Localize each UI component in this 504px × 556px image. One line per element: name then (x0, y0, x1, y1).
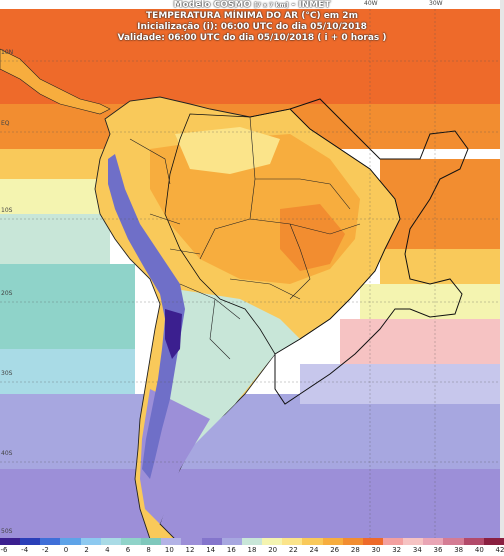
colorbar-tick-label: 32 (392, 546, 402, 554)
band-teal-left (0, 264, 135, 354)
band-right-lav (300, 364, 504, 404)
model-name: Modelo COSMO (173, 0, 251, 10)
band-cream-left (0, 179, 110, 219)
colorbar-tick-label: 0 (63, 546, 69, 554)
interior-hotter (280, 204, 345, 271)
lat-label-10n: 10N (1, 49, 14, 56)
lat-label-50s: 50S (1, 528, 13, 535)
right-border (500, 0, 504, 538)
colorbar-tick-label: 28 (350, 546, 360, 554)
andes-darkest (165, 309, 182, 359)
header-variable: TEMPERATURA MÍNIMA DO AR (°C) em 2m (146, 11, 358, 21)
map-header: Modelo COSMO [7 x 7 km] - INMET TEMPERAT… (0, 0, 504, 50)
model-org: - INMET (291, 0, 331, 10)
colorbar-tick-label: 4 (105, 546, 110, 554)
colorbar-labels: -6 -4 -2 0 2 4 6 8 10 12 14 16 18 20 22 24 26 28 30 32 34 36 3… (0, 546, 504, 556)
colorbar-tick-label: 20 (268, 546, 278, 554)
colorbar-swatch (302, 538, 323, 545)
state-lines (199, 116, 361, 300)
colorbar-swatch (342, 538, 363, 545)
colorbar-tick-label: -2 (41, 546, 49, 554)
colorbar-swatch (161, 538, 182, 545)
colorbar-tick-label: 10 (164, 546, 174, 554)
colorbar-swatch (100, 538, 121, 545)
colorbar-swatch (141, 538, 162, 545)
central-america (0, 48, 111, 115)
colorbar-swatch (483, 538, 504, 545)
colorbar-swatch (262, 538, 283, 545)
colorbar-swatch (463, 538, 484, 545)
andes-cold (108, 154, 185, 479)
colorbar-swatch (40, 538, 61, 545)
colorbar-tick-label: 34 (412, 546, 422, 554)
colorbar-swatch (60, 538, 81, 545)
band-right-pink (340, 319, 504, 369)
colorbar-tick-label: -6 (0, 546, 8, 554)
lat-label-40s: 40S (1, 450, 13, 457)
band-right-yellow (380, 249, 504, 289)
colorbar-tick-label: 30 (371, 546, 381, 554)
colorbar-tick-label: 22 (288, 546, 298, 554)
band-right-orange (380, 159, 504, 249)
lat-label-eq: EQ (1, 120, 10, 127)
colorbar-swatch (282, 538, 303, 545)
colorbar-tick-label: 42 (495, 546, 504, 554)
colorbar-swatch (443, 538, 464, 545)
colorbar-tick-label: 40 (474, 546, 484, 554)
colorbar-swatch (382, 538, 404, 545)
lat-label-10s: 10S (1, 207, 13, 214)
colorbar-tick-label: 6 (125, 546, 131, 554)
header-init-time: Inicialização (i): 06:00 UTC do dia 05/1… (137, 22, 367, 32)
colorbar-tick-label: 24 (309, 546, 319, 554)
colorbar-tick-label: 38 (454, 546, 464, 554)
colorbar-swatch (120, 538, 142, 545)
colorbar-swatch (221, 538, 242, 545)
brazil-border (164, 108, 401, 355)
colorbar: -6 -4 -2 0 2 4 6 8 10 12 14 16 18 20 22 24 26 28 30 32 34 36 3… (0, 538, 504, 556)
colorbar-swatch (20, 538, 41, 545)
colorbar-strip (0, 538, 504, 545)
maritime-zone-line (274, 98, 469, 405)
colorbar-swatch (201, 538, 222, 545)
colorbar-swatch (241, 538, 263, 545)
colorbar-swatch (362, 538, 383, 545)
header-valid-time: Validade: 06:00 UTC do dia 05/10/2018 ( … (117, 33, 387, 43)
colorbar-swatch (0, 538, 21, 545)
lon-label-40w: 40W (364, 0, 378, 7)
colorbar-tick-label: 36 (433, 546, 443, 554)
colorbar-tick-label: 8 (146, 546, 151, 554)
colorbar-swatch (80, 538, 101, 545)
colorbar-swatch (322, 538, 343, 545)
colorbar-swatch (403, 538, 424, 545)
header-model-line: Modelo COSMO [7 x 7 km] - INMET (0, 0, 504, 11)
graticule (0, 9, 504, 547)
colorbar-tick-label: 26 (330, 546, 340, 554)
colorbar-tick-label: -4 (21, 546, 29, 554)
colorbar-tick-label: 2 (84, 546, 89, 554)
model-resolution: [7 x 7 km] (254, 2, 289, 9)
colorbar-tick-label: 12 (185, 546, 195, 554)
colorbar-swatch (423, 538, 444, 545)
band-right-cream (360, 284, 504, 324)
colorbar-tick-label: 16 (226, 546, 236, 554)
band-blue-left (0, 349, 135, 399)
colorbar-swatch (181, 538, 202, 545)
band-north-ocean (0, 9, 504, 104)
colorbar-tick-label: 14 (206, 546, 216, 554)
lat-label-30s: 30S (1, 370, 13, 377)
lat-label-20s: 20S (1, 290, 13, 297)
colorbar-tick-label: 18 (247, 546, 257, 554)
lon-label-30w: 30W (429, 0, 443, 7)
band-purple-bottom (0, 469, 504, 547)
